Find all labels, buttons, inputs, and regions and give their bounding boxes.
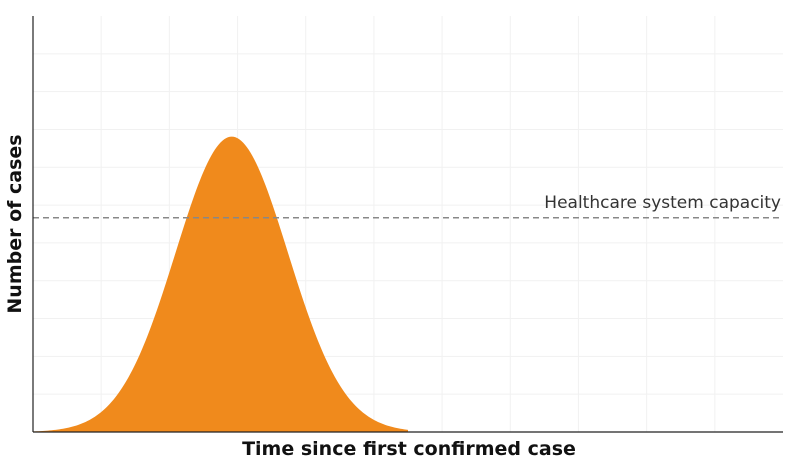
grid-lines (33, 16, 783, 432)
capacity-threshold-label: Healthcare system capacity (544, 193, 781, 213)
y-axis-title: Number of cases (4, 134, 26, 313)
x-axis-title: Time since first confirmed case (242, 438, 576, 460)
cases-curve-area (33, 136, 408, 432)
